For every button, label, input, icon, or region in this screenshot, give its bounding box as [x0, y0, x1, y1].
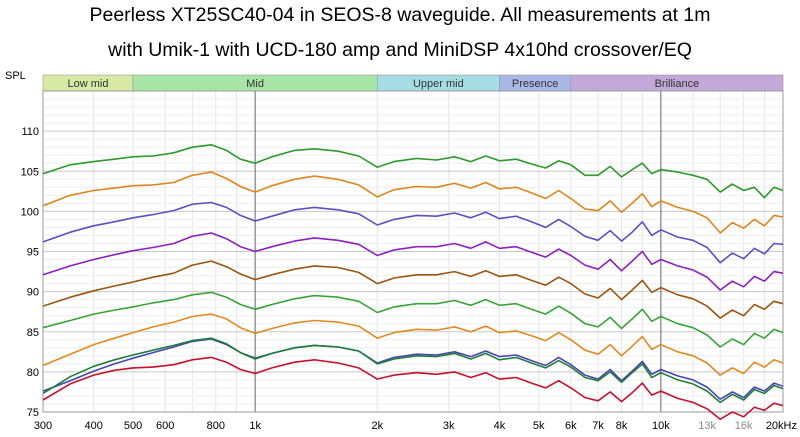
x-tick-400: 400: [85, 420, 103, 432]
y-tick-95: 95: [27, 247, 39, 259]
series-line-5: [42, 291, 784, 348]
y-tick-105: 105: [21, 166, 39, 178]
x-tick-500: 500: [124, 420, 142, 432]
x-tick-8k: 8k: [616, 420, 628, 432]
grid-lines: [42, 90, 784, 413]
y-tick-90: 90: [27, 287, 39, 299]
x-tick-20kHz: 20kHz: [766, 420, 797, 432]
y-tick-75: 75: [27, 407, 39, 419]
x-tick-3k: 3k: [443, 420, 455, 432]
series-line-2: [42, 201, 784, 264]
series-line-1: [42, 171, 784, 234]
y-axis-label: SPL: [5, 70, 26, 82]
series-line-6: [42, 313, 784, 376]
y-tick-100: 100: [21, 206, 39, 218]
x-tick-7k: 7k: [592, 420, 604, 432]
x-tick-6k: 6k: [565, 420, 577, 432]
series-line-9: [42, 356, 784, 420]
x-tick-2k: 2k: [371, 420, 383, 432]
x-tick-5k: 5k: [533, 420, 545, 432]
band-label-4: Brilliance: [655, 78, 700, 90]
series-line-3: [42, 232, 784, 291]
x-tick-1k: 1k: [249, 420, 261, 432]
y-tick-110: 110: [21, 126, 39, 138]
frequency-bands: Low mid Mid Upper mid Presence Brilliance: [42, 74, 784, 92]
plot-frame: [42, 90, 784, 413]
x-tick-300: 300: [34, 420, 52, 432]
plot-area: [42, 90, 784, 413]
series-line-4: [42, 260, 784, 319]
series-lines: [42, 144, 784, 420]
x-tick-4k: 4k: [494, 420, 506, 432]
series-line-8: [42, 337, 784, 404]
band-label-3: Presence: [512, 78, 558, 90]
x-tick-13k: 13k: [698, 420, 716, 432]
band-label-1: Mid: [246, 78, 264, 90]
chart-title-line-1: Peerless XT25SC40-04 in SEOS-8 waveguide…: [89, 4, 711, 26]
series-line-0: [42, 144, 784, 199]
y-tick-80: 80: [27, 367, 39, 379]
tick-labels: 75 80 85 90 95 100 105 110 300 400 500 600 800 1k 2k 3k…: [21, 126, 797, 432]
band-label-2: Upper mid: [413, 78, 464, 90]
x-tick-16k: 16k: [735, 420, 753, 432]
x-tick-800: 800: [207, 420, 225, 432]
x-tick-600: 600: [156, 420, 174, 432]
x-tick-10k: 10k: [652, 420, 670, 432]
chart-title-line-2: with Umik-1 with UCD-180 amp and MiniDSP…: [108, 39, 692, 61]
band-label-0: Low mid: [68, 78, 109, 90]
y-tick-85: 85: [27, 327, 39, 339]
